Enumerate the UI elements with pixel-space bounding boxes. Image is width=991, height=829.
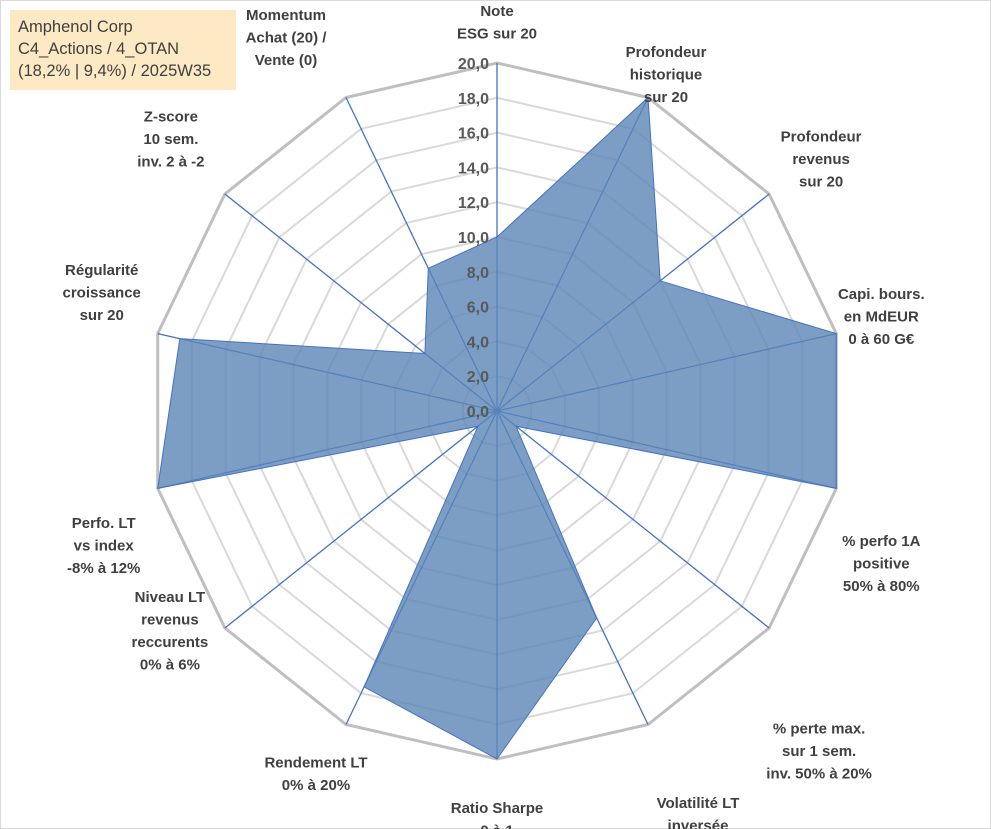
tick-label: 6,0 xyxy=(467,300,489,317)
axis-label-line: % perte max. xyxy=(773,721,866,738)
axis-label: Niveau LT revenus reccurents 0% à 6% xyxy=(132,589,209,674)
axis-label-line: inversée xyxy=(668,818,729,829)
axis-label-line: Rendement LT xyxy=(264,754,367,771)
axis-label-line: sur 20 xyxy=(80,307,124,324)
axis-label-line: revenus xyxy=(792,151,850,168)
axis-label-line: reccurents xyxy=(132,634,209,651)
axis-label-line: historique xyxy=(630,67,703,84)
axis-label-line: 0% à 6% xyxy=(140,657,200,674)
axis-label-line: Note xyxy=(480,3,513,20)
axis-label-line: ESG sur 20 xyxy=(457,25,537,42)
axis-label: Régularité croissance sur 20 xyxy=(63,262,141,324)
axis-label: Perfo. LT vs index -8% à 12% xyxy=(67,515,140,577)
axis-label-line: 50% à 80% xyxy=(843,578,920,595)
tick-label: 2,0 xyxy=(467,369,489,386)
axis-label-line: sur 1 sem. xyxy=(782,743,856,760)
axis-label: Rendement LT 0% à 20% xyxy=(264,754,367,794)
tick-label: 12,0 xyxy=(458,195,489,212)
tick-label: 10,0 xyxy=(458,230,489,247)
axis-labels: Note ESG sur 20 Profondeur historique sur 20… xyxy=(63,3,925,829)
axis-label: Profondeur revenus sur 20 xyxy=(781,129,862,191)
axis-label-line: positive xyxy=(853,555,910,572)
tick-label: 18,0 xyxy=(458,91,489,108)
axis-label-line: Profondeur xyxy=(781,129,862,146)
axis-label-line: Niveau LT xyxy=(135,589,206,606)
axis-spoke xyxy=(496,410,770,629)
axis-label-line: 0% à 20% xyxy=(282,777,350,794)
axis-label-line: 10 sem. xyxy=(143,131,198,148)
axis-label-line: Achat (20) / xyxy=(246,30,328,47)
axis-label-line: Perfo. LT xyxy=(72,515,136,532)
axis-label: Momentum Achat (20) / Vente (0) xyxy=(246,7,328,69)
axis-label: % perte max. sur 1 sem. inv. 50% à 20% xyxy=(766,721,872,783)
axis-label-line: Z-score xyxy=(144,109,198,126)
axis-label-line: Régularité xyxy=(65,262,138,279)
company-name: Amphenol Corp xyxy=(18,18,133,36)
axis-label-line: Momentum xyxy=(246,7,326,24)
axis-spoke xyxy=(224,410,498,629)
axis-label-line: inv. 2 à -2 xyxy=(137,154,204,171)
axis-label: Ratio Sharpe 0 à 1 xyxy=(451,800,544,829)
axis-label: Note ESG sur 20 xyxy=(457,3,537,42)
axis-label-line: Capi. bours. xyxy=(838,286,925,303)
axis-label-line: 0 à 60 G€ xyxy=(848,331,915,348)
axis-label-line: Profondeur xyxy=(626,44,707,61)
axis-label: Capi. bours. en MdEUR 0 à 60 G€ xyxy=(838,286,925,348)
tick-label: 8,0 xyxy=(467,265,489,282)
performance-week: (18,2% | 9,4%) / 2025W35 xyxy=(18,62,212,80)
axis-label-line: % perfo 1A xyxy=(842,533,921,550)
tick-label: 14,0 xyxy=(458,160,489,177)
axis-label: Z-score 10 sem. inv. 2 à -2 xyxy=(137,109,204,171)
axis-label-line: revenus xyxy=(141,612,199,629)
axis-label-line: -8% à 12% xyxy=(67,560,140,577)
portfolio-name: C4_Actions / 4_OTAN xyxy=(18,40,180,58)
axis-label: Volatilité LTinversée40% à 0% xyxy=(657,795,740,829)
axis-label-line: Ratio Sharpe xyxy=(451,800,544,817)
axis-label-line: 0 à 1 xyxy=(480,822,513,829)
tick-label: 16,0 xyxy=(458,126,489,143)
axis-label-line: sur 20 xyxy=(644,89,688,106)
axis-label-line: Vente (0) xyxy=(255,52,318,69)
tick-label: 4,0 xyxy=(467,334,489,351)
radial-tick-labels: 0,0 2,0 4,0 6,0 8,0 10,0 12,0 14,0 16,0 18,0 20,0 xyxy=(458,56,489,421)
axis-label: Profondeur historique sur 20 xyxy=(626,44,707,106)
tick-label: 20,0 xyxy=(458,56,489,73)
axis-label-line: inv. 50% à 20% xyxy=(766,766,872,783)
axis-label-line: Volatilité LT xyxy=(657,795,740,812)
tick-label: 0,0 xyxy=(467,404,489,421)
axis-label-line: en MdEUR xyxy=(844,309,919,326)
axis-label: % perfo 1A positive 50% à 80% xyxy=(842,533,921,595)
radar-series xyxy=(157,96,837,760)
axis-label-line: sur 20 xyxy=(799,174,843,191)
axis-label-line: croissance xyxy=(63,285,141,302)
info-box: Amphenol Corp C4_Actions / 4_OTAN (18,2%… xyxy=(10,10,236,90)
axis-label-line: vs index xyxy=(74,537,135,554)
